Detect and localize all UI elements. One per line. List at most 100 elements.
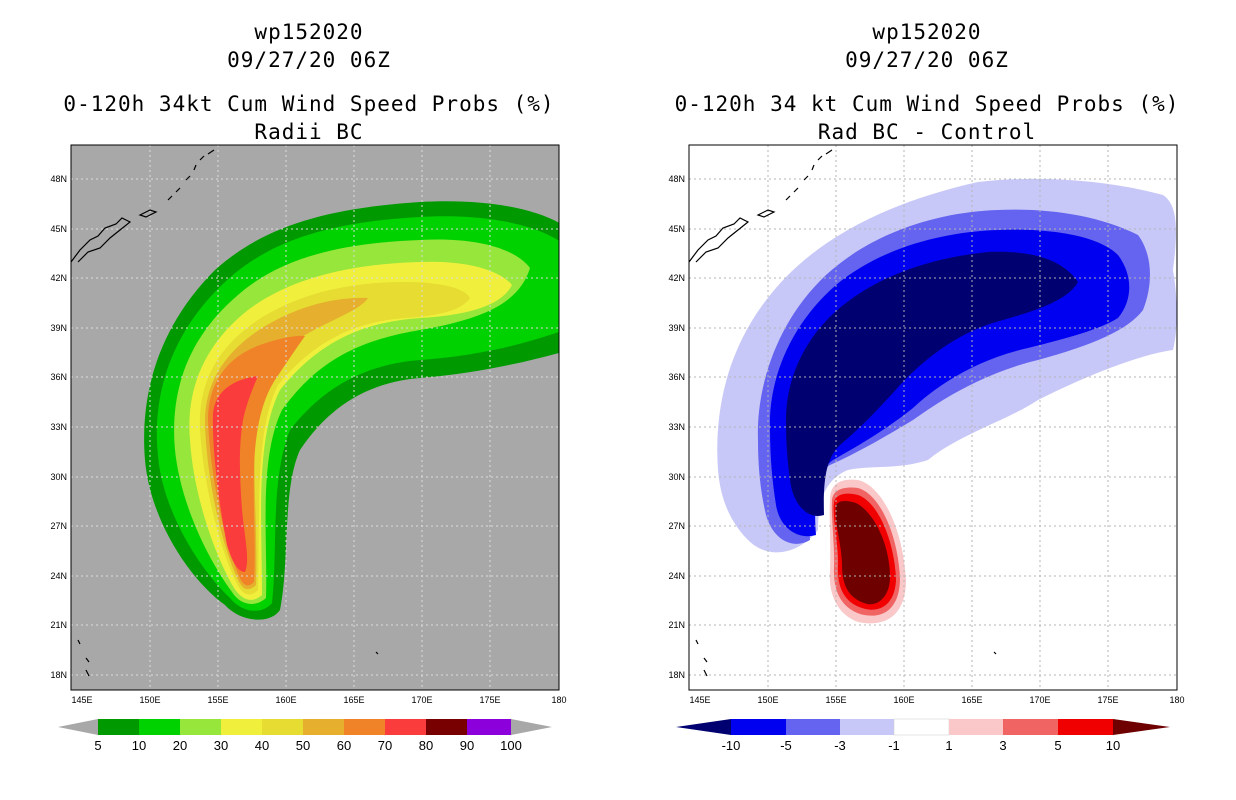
lat-label: 18N <box>50 670 67 680</box>
lon-label: 180 <box>1169 695 1184 705</box>
left-colorbar-swatch <box>385 719 426 735</box>
lon-label: 150E <box>757 695 778 705</box>
left-colorbar-swatch <box>344 719 385 735</box>
left-colorbar-over-arrow <box>511 719 552 735</box>
right-colorbar: -10 -5 -3 -1 1 3 5 10 <box>676 718 1170 753</box>
lat-label: 24N <box>50 571 67 581</box>
left-map-svg: 48N 45N 42N 39N 36N 33N 30N 27N 24N 21N … <box>50 144 567 753</box>
lon-label: 170E <box>1029 695 1050 705</box>
right-colorbar-swatch <box>840 719 894 735</box>
left-colorbar-label: 20 <box>173 738 187 753</box>
right-colorbar-under-arrow <box>676 719 731 735</box>
lat-label: 30N <box>668 472 685 482</box>
lat-label: 39N <box>668 323 685 333</box>
lon-label: 165E <box>343 695 364 705</box>
lat-label: 30N <box>50 472 67 482</box>
left-colorbar-swatch <box>426 719 467 735</box>
lat-label: 42N <box>50 273 67 283</box>
right-map-svg: 48N 45N 42N 39N 36N 33N 30N 27N 24N 21N … <box>668 144 1185 753</box>
right-colorbar-swatch <box>786 719 840 735</box>
right-colorbar-label: -10 <box>722 738 741 753</box>
right-subtitle: Rad BC - Control <box>817 120 1037 144</box>
left-coastlines <box>70 149 379 677</box>
right-colorbar-swatch <box>1003 719 1058 735</box>
lat-label: 27N <box>50 521 67 531</box>
lat-label: 48N <box>668 174 685 184</box>
left-colorbar-label: 40 <box>255 738 269 753</box>
right-colorbar-swatch <box>1058 719 1113 735</box>
lat-label: 42N <box>668 273 685 283</box>
right-colorbar-label: 10 <box>1106 738 1120 753</box>
lat-label: 21N <box>50 620 67 630</box>
right-lat-labels: 48N 45N 42N 39N 36N 33N 30N 27N 24N 21N … <box>668 174 685 680</box>
right-colorbar-label: 1 <box>945 738 952 753</box>
lat-label: 48N <box>50 174 67 184</box>
lat-label: 45N <box>50 224 67 234</box>
right-coastlines <box>688 149 997 677</box>
left-colorbar-label: 100 <box>500 738 522 753</box>
left-colorbar-swatch <box>180 719 221 735</box>
right-colorbar-label: 3 <box>999 738 1006 753</box>
lon-label: 150E <box>139 695 160 705</box>
left-product-title: 0-120h 34kt Cum Wind Speed Probs (%) <box>63 92 555 116</box>
left-lat-labels: 48N 45N 42N 39N 36N 33N 30N 27N 24N 21N … <box>50 174 67 680</box>
lat-label: 24N <box>668 571 685 581</box>
right-panel: wp152020 09/27/20 06Z 0-120h 34 kt Cum W… <box>618 0 1236 800</box>
right-storm-id: wp152020 <box>872 20 982 44</box>
left-colorbar-swatch <box>467 719 511 735</box>
left-panel: wp152020 09/27/20 06Z 0-120h 34kt Cum Wi… <box>50 20 567 753</box>
right-colorbar-swatch <box>731 719 786 735</box>
right-contour-minus-10 <box>786 251 1078 516</box>
left-colorbar-swatch <box>139 719 180 735</box>
left-colorbar-swatch <box>98 719 139 735</box>
left-colorbar-label: 70 <box>378 738 392 753</box>
left-colorbar-label: 90 <box>460 738 474 753</box>
lat-label: 21N <box>668 620 685 630</box>
right-colorbar-label: -3 <box>834 738 846 753</box>
lat-label: 27N <box>668 521 685 531</box>
left-colorbar-label: 5 <box>94 738 101 753</box>
left-lon-labels: 145E 150E 155E 160E 165E 170E 175E 180 <box>71 695 566 705</box>
lon-label: 180 <box>551 695 566 705</box>
left-storm-id: wp152020 <box>254 20 364 44</box>
left-colorbar-label: 10 <box>132 738 146 753</box>
lon-label: 165E <box>961 695 982 705</box>
lat-label: 36N <box>50 372 67 382</box>
lat-label: 39N <box>50 323 67 333</box>
left-colorbar-swatch <box>262 719 303 735</box>
left-colorbar: 5 10 20 30 40 50 60 70 80 90 100 <box>58 719 552 753</box>
lat-label: 18N <box>668 670 685 680</box>
left-subtitle: Radii BC <box>254 120 364 144</box>
right-map-frame <box>688 144 1178 691</box>
lon-label: 170E <box>411 695 432 705</box>
left-colorbar-label: 80 <box>419 738 433 753</box>
right-datetime: 09/27/20 06Z <box>845 48 1009 72</box>
right-product-title: 0-120h 34 kt Cum Wind Speed Probs (%) <box>674 92 1180 116</box>
right-colorbar-label: 5 <box>1054 738 1061 753</box>
right-contour-plus-10 <box>835 501 890 605</box>
lat-label: 36N <box>668 372 685 382</box>
lat-label: 33N <box>668 422 685 432</box>
lon-label: 155E <box>825 695 846 705</box>
right-colorbar-label: -5 <box>780 738 792 753</box>
lon-label: 145E <box>71 695 92 705</box>
lat-label: 33N <box>50 422 67 432</box>
left-colorbar-under-arrow <box>58 719 98 735</box>
left-datetime: 09/27/20 06Z <box>227 48 391 72</box>
left-gridlines <box>71 145 559 690</box>
left-colorbar-swatch <box>221 719 262 735</box>
lon-label: 160E <box>275 695 296 705</box>
left-colorbar-label: 50 <box>296 738 310 753</box>
left-contour-70 <box>212 376 258 572</box>
right-gridlines <box>689 145 1177 690</box>
right-colorbar-swatch <box>949 719 1003 735</box>
lon-label: 175E <box>479 695 500 705</box>
lon-label: 175E <box>1097 695 1118 705</box>
lon-label: 155E <box>207 695 228 705</box>
right-difference-contours <box>717 178 1177 624</box>
right-colorbar-swatch <box>893 718 950 736</box>
right-colorbar-over-arrow <box>1113 719 1170 735</box>
lon-label: 160E <box>893 695 914 705</box>
left-colorbar-label: 30 <box>214 738 228 753</box>
left-probability-contours <box>144 201 559 620</box>
